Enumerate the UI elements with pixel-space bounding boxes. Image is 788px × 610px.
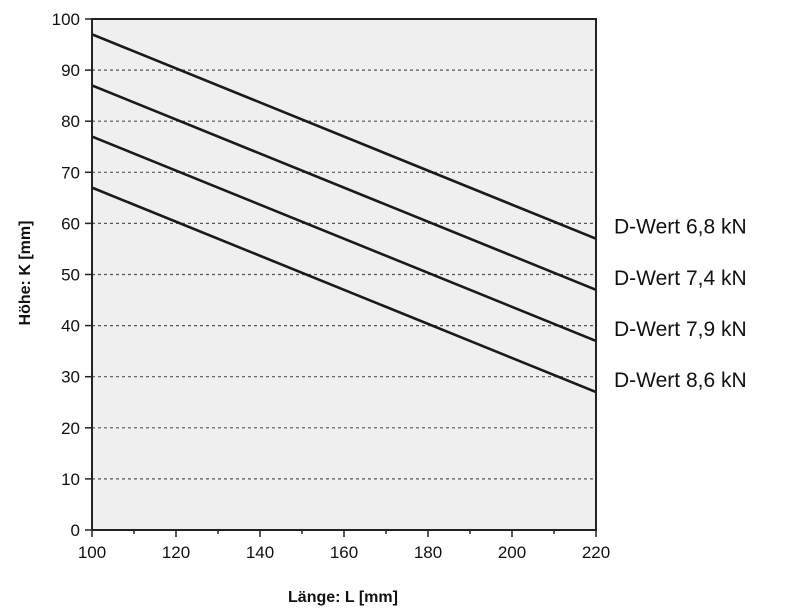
- x-tick-label: 140: [246, 543, 274, 562]
- y-tick-label: 80: [61, 112, 80, 131]
- series-line: [91, 84, 597, 292]
- x-tick-label: 220: [582, 543, 610, 562]
- y-tick-label: 50: [61, 266, 80, 285]
- series-label: D-Wert 7,4 kN: [614, 267, 747, 290]
- series-lines: [91, 33, 597, 394]
- x-axis-title: Länge: L [mm]: [288, 589, 398, 606]
- series-label: D-Wert 7,9 kN: [614, 318, 747, 341]
- series-line: [91, 135, 597, 343]
- x-tick-label: 120: [162, 543, 190, 562]
- series-line: [91, 186, 597, 394]
- y-tick-label: 40: [61, 317, 80, 336]
- y-tick-label: 90: [61, 61, 80, 80]
- y-axis-title: Höhe: K [mm]: [17, 221, 34, 326]
- series-label: D-Wert 8,6 kN: [614, 369, 747, 392]
- y-tick-label: 60: [61, 214, 80, 233]
- x-tick-label: 100: [78, 543, 106, 562]
- gridlines: [92, 69, 596, 480]
- x-tick-label: 180: [414, 543, 442, 562]
- y-tick-label: 0: [71, 521, 80, 540]
- y-tick-label: 70: [61, 163, 80, 182]
- y-tick-label: 100: [52, 10, 80, 29]
- y-axis-ticks: 0 10 20 30 40 50 60 70 80 90 100: [52, 10, 92, 540]
- y-tick-label: 30: [61, 368, 80, 387]
- series-label: D-Wert 6,8 kN: [614, 216, 747, 239]
- y-tick-label: 20: [61, 419, 80, 438]
- y-tick-label: 10: [61, 470, 80, 489]
- series-line: [91, 33, 597, 240]
- x-tick-label: 160: [330, 543, 358, 562]
- x-axis-ticks: 100 120 140 160 180 200 220: [78, 530, 610, 562]
- series-labels: D-Wert 6,8 kN D-Wert 7,4 kN D-Wert 7,9 kN D…: [614, 216, 747, 392]
- x-tick-label: 200: [498, 543, 526, 562]
